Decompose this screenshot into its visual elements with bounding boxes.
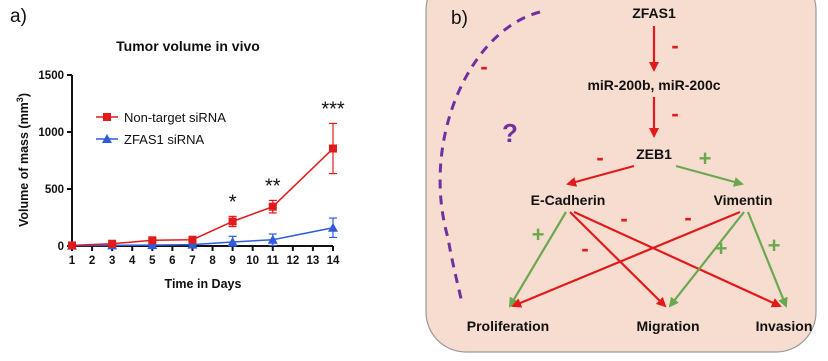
panel-a-label: a) [10,6,27,27]
arrow-ecad-prolif [508,211,567,308]
tumor-volume-chart: Tumor volume in vivo Volume of mass (mm3… [15,38,345,291]
sign-plus-vim-inv: + [768,233,781,258]
svg-text:Volume of mass (mm3): Volume of mass (mm3) [15,93,31,227]
legend-label: Non-target siRNA [124,110,226,125]
node-zeb1: ZEB1 [636,146,672,162]
arrow-vim-migr [668,211,745,308]
node-inv: Invasion [756,318,813,334]
x-axis-label: Time in Days [165,277,242,291]
y-axis-label-sup: 3 [15,97,25,102]
data-point [268,202,277,211]
x-tick-label: 2 [89,255,95,267]
sign-minus-vim-prolif: - [684,205,691,230]
y-tick-label: 0 [58,241,64,253]
x-tick-label: 8 [209,255,216,267]
sign-plus-vim-migr: + [715,236,728,261]
y-tick-label: 1000 [38,127,64,139]
significance-marker: ** [265,175,281,197]
legend-marker [103,113,111,121]
data-point [227,237,238,247]
legend-marker [102,134,112,143]
x-tick-label: 9 [229,255,235,267]
y-tick-label: 1500 [38,70,64,82]
arrow-ecad-migr [569,211,667,308]
y-axis-label-main: Volume of mass (mm [17,102,31,227]
data-point [328,222,338,232]
y-tick-label: 500 [45,184,64,196]
diagram-arrows [508,26,788,308]
sign-minus-mir: - [671,101,678,126]
arrow-zeb1-ecad [566,164,635,187]
chart-title: Tumor volume in vivo [116,38,260,54]
significance-marker: * [229,191,237,213]
x-tick-label: 14 [327,255,340,267]
sign-minus-ecad-prolif: - [581,236,588,261]
sign-plus-ecad-prolif: + [532,222,545,247]
panel-b-label: b) [451,8,468,29]
significance-marker: *** [321,98,345,120]
data-point [228,217,237,226]
sign-plus-zeb1-vim: + [699,146,712,171]
data-point [187,239,198,249]
x-tick-label: 10 [246,255,259,267]
data-point [148,236,157,245]
data-point [108,239,117,248]
sign-minus-arc: - [480,54,487,79]
x-tick-label: 4 [129,255,136,267]
data-point [329,144,337,153]
chart-legend: Non-target siRNA ZFAS1 siRNA [96,110,226,147]
node-mir: miR-200b, miR-200c [587,77,720,93]
x-tick-label: 3 [109,255,115,267]
chart-marks: ****** [67,98,345,250]
y-axis-label-tail: ) [17,93,31,97]
x-tick-label: 13 [307,255,320,267]
dashed-feedback-arc [438,10,541,304]
x-tick-label: 1 [69,255,76,267]
legend-label: ZFAS1 siRNA [124,132,205,147]
node-prolif: Proliferation [467,318,549,334]
arrow-vim-inv [746,211,788,308]
data-point [147,240,158,250]
data-point [267,234,278,244]
node-ecad: E-Cadherin [531,192,606,208]
x-tick-label: 7 [189,255,195,267]
sign-minus-ecad-migr: - [620,206,627,231]
y-axis-label: Volume of mass (mm3) [15,93,31,227]
question-mark: ? [502,118,518,148]
node-zfas1: ZFAS1 [632,5,676,21]
node-vim: Vimentin [714,192,773,208]
x-tick-label: 11 [267,255,280,267]
diagram-background [425,0,817,353]
sign-minus-zfas1: - [671,33,678,58]
arrow-ecad-inv [573,210,782,308]
sign-minus-zeb1-ecad: - [596,145,603,170]
x-tick-label: 5 [149,255,156,267]
x-tick-label: 6 [169,255,175,267]
arrow-zeb1-vim [675,164,744,187]
data-point [188,235,197,244]
node-migr: Migration [637,318,700,334]
x-tick-label: 12 [286,255,299,267]
data-point [68,241,76,250]
arrow-vim-prolif [511,210,741,308]
